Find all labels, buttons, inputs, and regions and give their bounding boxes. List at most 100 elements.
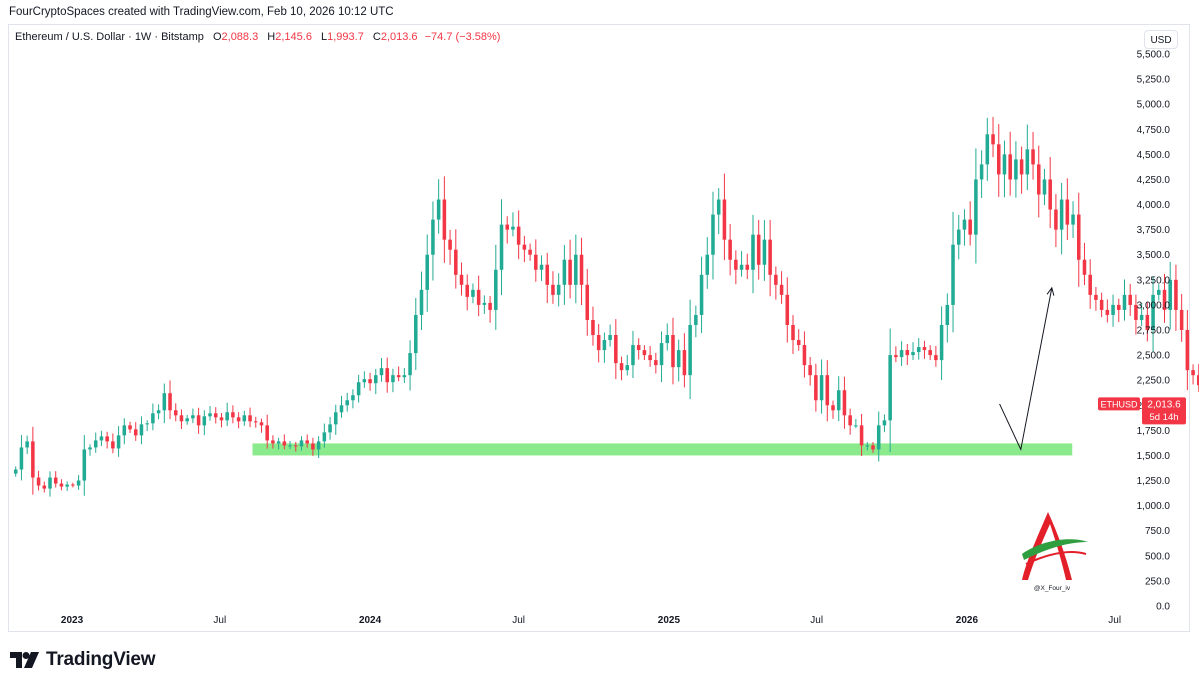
candle-body (305, 440, 309, 444)
x-axis-tick-label: Jul (512, 615, 525, 626)
x-axis-tick-label: 2023 (61, 615, 84, 626)
candle-body (414, 314, 418, 354)
candle (185, 414, 189, 425)
candle-body (1145, 314, 1150, 330)
candle (688, 299, 692, 400)
candle-body (442, 199, 447, 240)
candle (1014, 141, 1018, 198)
candle-body (42, 485, 47, 489)
candle (854, 419, 858, 429)
candle-body (945, 304, 950, 325)
candle (951, 211, 955, 333)
candle (614, 319, 618, 380)
candle (396, 366, 401, 382)
chart-frame (8, 24, 1190, 632)
y-axis-tick-label: 1,750.0 (1137, 426, 1171, 437)
candle-body (688, 324, 692, 376)
candle (13, 466, 18, 477)
candle-body (991, 134, 995, 145)
candle (242, 410, 247, 426)
candle (1128, 283, 1132, 316)
candle (796, 329, 801, 351)
candle-body (168, 393, 172, 411)
candle-body (476, 289, 481, 305)
candle (36, 470, 41, 491)
candle-body (934, 355, 938, 361)
candle-body (625, 365, 630, 371)
candle-body (374, 375, 378, 384)
candle (905, 343, 910, 366)
currency-button[interactable]: USD (1144, 30, 1178, 49)
tradingview-logo[interactable]: TradingView (10, 649, 156, 671)
candle-body (819, 375, 824, 401)
candle-body (82, 449, 87, 481)
candle-body (705, 254, 710, 275)
candle-body (551, 284, 555, 295)
candle-body (762, 239, 767, 265)
candle (436, 179, 441, 234)
candle-body (716, 199, 721, 215)
candle (1002, 140, 1007, 198)
candle (705, 237, 710, 289)
candle-body (974, 179, 978, 235)
projection-arrow-line (999, 287, 1053, 452)
candle-body (659, 343, 664, 366)
candle (476, 275, 481, 317)
candle-body (59, 483, 64, 487)
candle-body (1139, 314, 1144, 320)
candle-body (1122, 294, 1127, 310)
candle-body (665, 335, 670, 344)
candle-body (631, 345, 635, 366)
candle (819, 359, 824, 414)
candle-body (894, 355, 898, 358)
candle-body (591, 319, 595, 336)
candle (665, 323, 670, 351)
candle-body (905, 350, 910, 356)
y-axis-tick-label: 3,250.0 (1137, 275, 1171, 286)
y-axis-tick-label: 0.0 (1156, 602, 1170, 613)
candle-body (1179, 309, 1184, 330)
candle-body (1019, 159, 1024, 175)
candle-body (53, 477, 58, 484)
candle-body (979, 164, 984, 180)
candle (734, 250, 738, 285)
candle (911, 342, 915, 360)
candle-body (522, 244, 527, 250)
candle (694, 305, 698, 338)
candle (145, 420, 149, 432)
candle (534, 239, 538, 282)
candle-body (1094, 294, 1098, 300)
last-price-label-bg (1142, 397, 1186, 425)
candle (156, 404, 161, 420)
candle (956, 214, 961, 260)
candle (916, 338, 921, 360)
y-axis-tick-label: 3,000.0 (1137, 300, 1171, 311)
candle-body (482, 302, 487, 305)
candle-body (1168, 279, 1172, 310)
candle-body (585, 284, 590, 320)
candle (768, 219, 772, 297)
candle-body (88, 447, 92, 450)
candle-body (185, 418, 189, 422)
y-axis-tick-label: 250.0 (1145, 576, 1170, 587)
candle-body (654, 360, 658, 366)
candle (1094, 286, 1098, 311)
y-axis-tick-label: 1,250.0 (1137, 476, 1171, 487)
candle-body (288, 445, 292, 447)
candle-body (751, 234, 755, 270)
candle-body (248, 415, 252, 422)
candle-body (568, 259, 572, 285)
candle-body (882, 420, 887, 426)
candle-body (1008, 154, 1012, 180)
candle-body (574, 254, 578, 285)
candle-body (745, 264, 750, 270)
candle-body (1059, 199, 1064, 230)
candle-body (151, 413, 155, 424)
candle (345, 392, 349, 412)
candle (522, 235, 527, 263)
x-axis-tick-label: Jul (1108, 615, 1121, 626)
candle-body (293, 445, 298, 447)
candle-body (808, 365, 812, 376)
candle (1116, 298, 1121, 323)
